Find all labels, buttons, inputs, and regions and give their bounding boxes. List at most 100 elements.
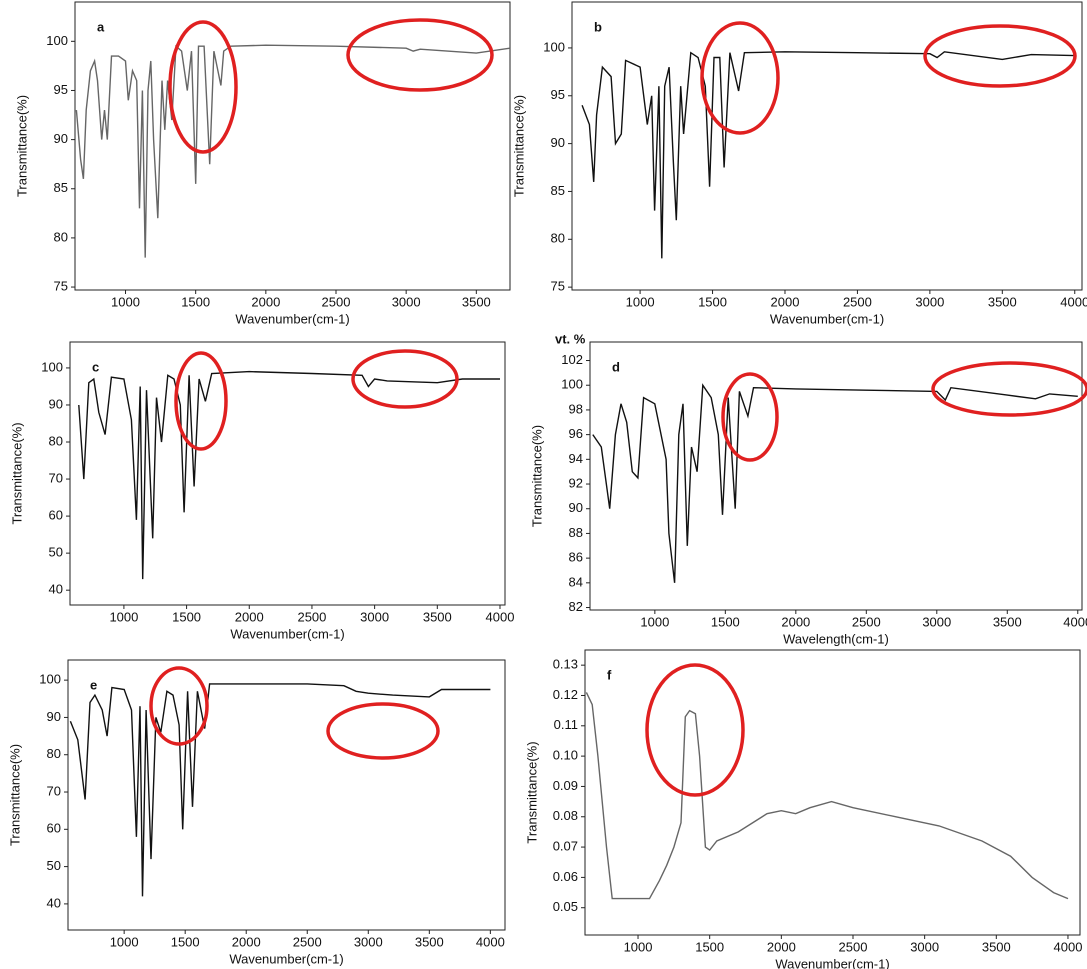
y-tick-label: 80 <box>47 746 61 761</box>
x-tick-label: 2000 <box>781 614 810 629</box>
y-tick-label: 85 <box>54 180 68 195</box>
y-tick-label: 82 <box>569 599 583 614</box>
y-tick-label: 0.10 <box>553 748 578 763</box>
y-tick-label: 40 <box>47 895 61 910</box>
y-tick-label: 0.09 <box>553 778 578 793</box>
y-tick-label: 100 <box>41 359 63 374</box>
panel-label: d <box>612 359 620 374</box>
x-tick-label: 2000 <box>251 294 280 309</box>
spectrum-line <box>78 370 500 580</box>
x-tick-label: 3000 <box>354 934 383 949</box>
y-tick-label: 100 <box>543 39 565 54</box>
y-tick-label: 80 <box>551 231 565 246</box>
x-tick-label: 2000 <box>232 934 261 949</box>
y-tick-label: 50 <box>47 858 61 873</box>
highlight-ellipse <box>721 372 779 462</box>
y-tick-label: 50 <box>49 545 63 560</box>
spectrum-line <box>585 692 1069 900</box>
highlight-ellipse <box>168 20 238 154</box>
x-tick-label: 2500 <box>843 294 872 309</box>
highlight-ellipse <box>346 18 494 92</box>
x-tick-label: 4000 <box>1054 939 1083 954</box>
x-tick-label: 3500 <box>988 294 1017 309</box>
y-tick-label: 90 <box>47 709 61 724</box>
plot-frame <box>571 1 1083 291</box>
x-tick-label: 4000 <box>1063 614 1087 629</box>
y-tick-label: 100 <box>39 672 61 687</box>
y-tick-label: 90 <box>551 135 565 150</box>
y-tick-label: 100 <box>561 377 583 392</box>
plot-frame <box>69 341 506 606</box>
y-axis-label: Transmittance(%) <box>511 95 526 197</box>
x-tick-label: 3500 <box>993 614 1022 629</box>
x-tick-label: 1500 <box>171 934 200 949</box>
y-tick-label: 75 <box>54 278 68 293</box>
x-tick-label: 2500 <box>852 614 881 629</box>
y-tick-label: 75 <box>551 279 565 294</box>
y-axis-label: Transmittance(%) <box>9 422 24 524</box>
x-tick-label: 1500 <box>181 294 210 309</box>
y-tick-label: 90 <box>54 131 68 146</box>
x-tick-label: 1000 <box>111 294 140 309</box>
y-tick-label: 80 <box>49 433 63 448</box>
spectrum-line <box>69 683 491 897</box>
x-axis-label: Wavenumber(cm-1) <box>775 956 889 969</box>
x-tick-label: 1500 <box>172 609 201 624</box>
y-tick-label: 85 <box>551 183 565 198</box>
spectrum-line <box>581 51 1075 259</box>
highlight-ellipse <box>931 361 1087 417</box>
x-tick-label: 2500 <box>297 609 326 624</box>
x-axis-label: Wavenumber(cm-1) <box>229 951 343 966</box>
y-axis-label: Transmittance(%) <box>14 95 29 197</box>
y-tick-label: 100 <box>46 33 68 48</box>
y-tick-label: 95 <box>551 87 565 102</box>
y-tick-label: 94 <box>569 451 583 466</box>
y-tick-label: 0.06 <box>553 869 578 884</box>
highlight-ellipse <box>923 24 1077 88</box>
plot-frame <box>74 1 511 291</box>
y-axis-label: Transmittance(%) <box>524 741 539 843</box>
y-tick-label: 0.11 <box>554 717 578 732</box>
x-tick-label: 3500 <box>462 294 491 309</box>
x-tick-label: 2000 <box>767 939 796 954</box>
y-tick-label: 80 <box>54 229 68 244</box>
y-tick-label: 40 <box>49 582 63 597</box>
plot-frame <box>589 341 1083 611</box>
x-tick-label: 3500 <box>423 609 452 624</box>
x-tick-label: 1000 <box>109 609 138 624</box>
x-axis-label: Wavenumber(cm-1) <box>235 311 349 326</box>
y-tick-label: 60 <box>47 821 61 836</box>
x-tick-label: 2000 <box>235 609 264 624</box>
x-tick-label: 3000 <box>915 294 944 309</box>
x-axis-label: Wavenumber(cm-1) <box>770 311 884 326</box>
x-tick-label: 3000 <box>392 294 421 309</box>
y-tick-label: 88 <box>569 525 583 540</box>
y-tick-label: 0.12 <box>553 687 578 702</box>
plot-frame <box>584 649 1081 936</box>
x-tick-label: 1000 <box>624 939 653 954</box>
x-tick-label: 1000 <box>640 614 669 629</box>
x-tick-label: 3500 <box>982 939 1011 954</box>
y-tick-label: 70 <box>47 783 61 798</box>
x-axis-label: Wavelength(cm-1) <box>783 631 889 646</box>
y-tick-label: 60 <box>49 508 63 523</box>
x-tick-label: 2000 <box>771 294 800 309</box>
x-tick-label: 3000 <box>922 614 951 629</box>
highlight-ellipse <box>326 702 440 760</box>
y-tick-label: 70 <box>49 470 63 485</box>
x-tick-label: 4000 <box>476 934 505 949</box>
y-tick-label: 86 <box>569 550 583 565</box>
x-axis-label: Wavenumber(cm-1) <box>230 626 344 641</box>
y-tick-label: 98 <box>569 401 583 416</box>
spectrum-line <box>75 44 511 258</box>
highlight-ellipse <box>351 349 459 409</box>
spectrum-line <box>592 383 1078 583</box>
y-tick-label: 0.08 <box>553 808 578 823</box>
y-tick-label: 84 <box>569 574 583 589</box>
y-tick-label: 0.13 <box>553 657 578 672</box>
y-axis-label: Transmittance(%) <box>7 744 22 846</box>
x-tick-label: 4000 <box>1060 294 1087 309</box>
y-tick-label: 90 <box>569 500 583 515</box>
x-tick-label: 1500 <box>711 614 740 629</box>
